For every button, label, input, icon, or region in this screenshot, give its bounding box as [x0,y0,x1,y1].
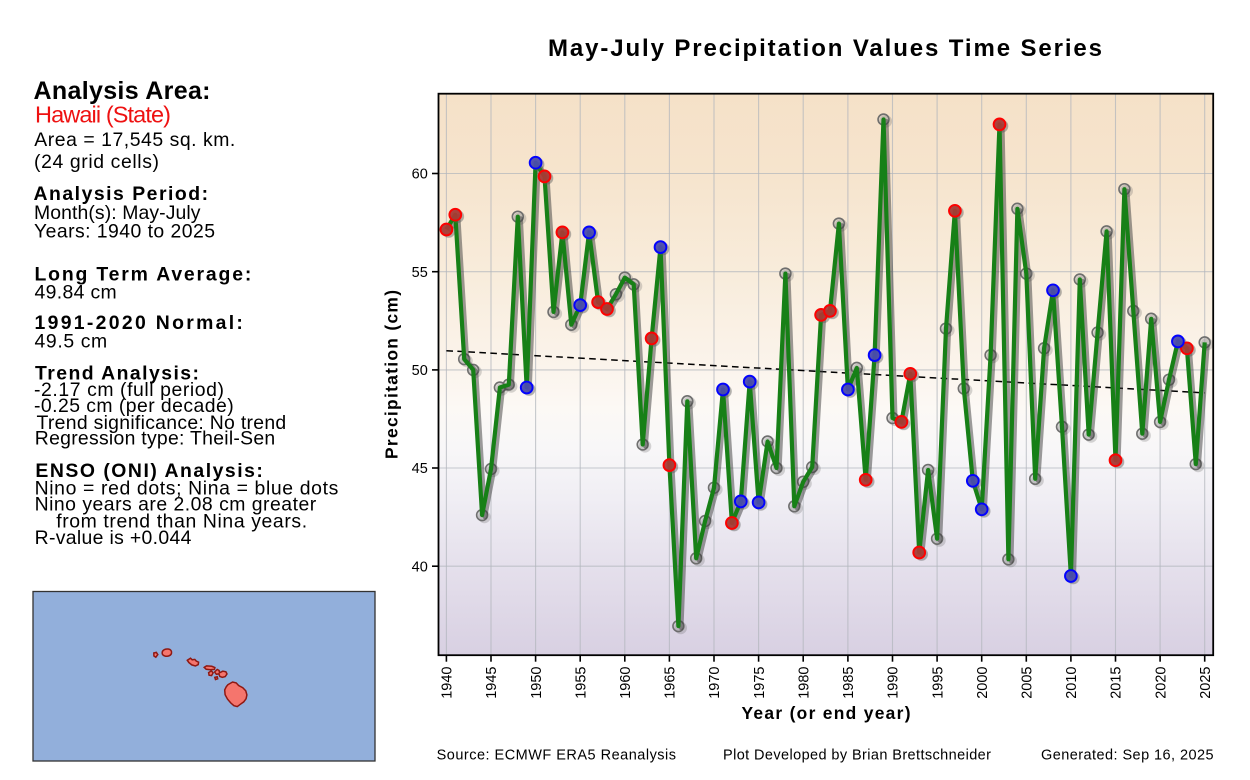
svg-text:2005: 2005 [1020,667,1036,699]
svg-text:1940: 1940 [440,667,456,699]
svg-text:Regression type: Theil-Sen: Regression type: Theil-Sen [35,428,275,450]
svg-text:Plot Developed by Brian Bretts: Plot Developed by Brian Brettschneider [723,748,991,764]
svg-text:(24 grid cells): (24 grid cells) [34,151,159,173]
svg-text:Trend Analysis:: Trend Analysis: [35,363,199,385]
svg-text:Nino = red dots; Nina = blue d: Nino = red dots; Nina = blue dots [35,478,339,500]
svg-text:Precipitation (cm): Precipitation (cm) [382,290,402,459]
svg-text:1970: 1970 [707,667,723,699]
svg-text:2025: 2025 [1198,667,1214,699]
svg-text:1990: 1990 [886,667,902,699]
svg-text:1975: 1975 [752,667,768,699]
svg-text:60: 60 [412,167,428,183]
svg-text:49.5 cm: 49.5 cm [35,331,108,353]
svg-text:Analysis Area:: Analysis Area: [34,77,211,105]
svg-text:-0.25 cm (per decade): -0.25 cm (per decade) [34,395,234,417]
svg-text:1995: 1995 [930,667,946,699]
svg-text:1955: 1955 [573,667,589,699]
svg-text:2010: 2010 [1064,667,1080,699]
svg-text:45: 45 [412,461,428,477]
svg-text:-2.17 cm (full period): -2.17 cm (full period) [34,379,224,401]
svg-text:1950: 1950 [529,667,545,699]
svg-text:1945: 1945 [484,667,500,699]
svg-text:Long Term Average:: Long Term Average: [35,263,252,285]
svg-text:40: 40 [412,559,428,575]
svg-text:Source: ECMWF ERA5 Reanalysis: Source: ECMWF ERA5 Reanalysis [437,748,676,764]
svg-text:2020: 2020 [1153,667,1169,699]
svg-text:1980: 1980 [796,667,812,699]
svg-text:50: 50 [412,363,428,379]
svg-text:1991-2020 Normal:: 1991-2020 Normal: [35,312,243,334]
svg-text:49.84 cm: 49.84 cm [35,282,117,304]
svg-text:Year (or end year): Year (or end year) [742,703,911,723]
svg-text:Years: 1940 to 2025: Years: 1940 to 2025 [34,221,215,243]
svg-text:1960: 1960 [618,667,634,699]
svg-text:Trend significance: No trend: Trend significance: No trend [37,412,287,434]
svg-text:Area = 17,545 sq. km.: Area = 17,545 sq. km. [34,129,235,151]
svg-text:2015: 2015 [1109,667,1125,699]
svg-text:55: 55 [412,265,428,281]
svg-text:Nino years are 2.08 cm greater: Nino years are 2.08 cm greater [35,493,317,515]
svg-text:from trend than Nina years.: from trend than Nina years. [56,510,307,532]
svg-text:1965: 1965 [663,667,679,699]
svg-text:Month(s): May-July: Month(s): May-July [34,202,201,224]
svg-text:1985: 1985 [841,667,857,699]
svg-text:R-value is +0.044: R-value is +0.044 [35,527,192,549]
svg-text:Generated: Sep 16, 2025: Generated: Sep 16, 2025 [1041,748,1214,764]
svg-text:2000: 2000 [975,667,991,699]
svg-text:Hawaii (State): Hawaii (State) [35,101,171,127]
svg-text:Analysis Period:: Analysis Period: [34,183,209,205]
